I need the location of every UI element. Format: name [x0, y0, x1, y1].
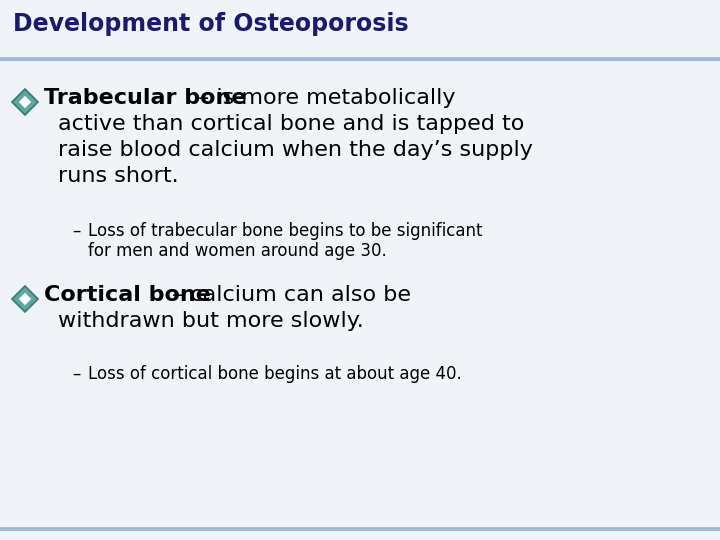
Text: – calcium can also be: – calcium can also be	[172, 285, 411, 305]
Text: for men and women around age 30.: for men and women around age 30.	[88, 242, 387, 260]
Text: Loss of trabecular bone begins to be significant: Loss of trabecular bone begins to be sig…	[88, 222, 482, 240]
Text: Trabecular bone: Trabecular bone	[44, 88, 246, 108]
Text: runs short.: runs short.	[58, 166, 179, 186]
Text: withdrawn but more slowly.: withdrawn but more slowly.	[58, 311, 364, 331]
Polygon shape	[19, 96, 31, 108]
Text: –: –	[72, 365, 81, 383]
Text: Cortical bone: Cortical bone	[44, 285, 211, 305]
Text: active than cortical bone and is tapped to: active than cortical bone and is tapped …	[58, 114, 524, 134]
Text: –: –	[72, 222, 81, 240]
Text: Development of Osteoporosis: Development of Osteoporosis	[13, 12, 408, 36]
Text: Loss of cortical bone begins at about age 40.: Loss of cortical bone begins at about ag…	[88, 365, 462, 383]
Polygon shape	[12, 89, 38, 115]
Polygon shape	[19, 293, 31, 305]
Polygon shape	[12, 286, 38, 312]
Text: raise blood calcium when the day’s supply: raise blood calcium when the day’s suppl…	[58, 140, 533, 160]
Text: – is more metabolically: – is more metabolically	[198, 88, 456, 108]
